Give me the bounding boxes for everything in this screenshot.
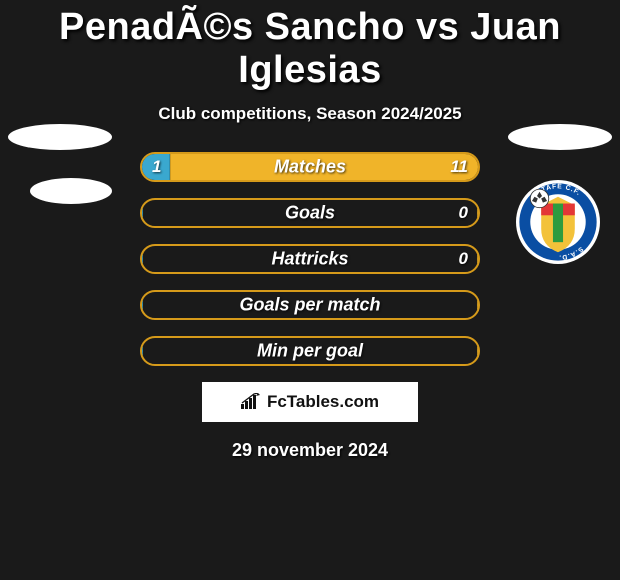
decorative-ellipse <box>8 124 112 150</box>
page-title: PenadÃ©s Sancho vs Juan Iglesias <box>0 6 620 92</box>
stat-fill-right <box>477 338 478 364</box>
stat-fill-left <box>142 154 170 180</box>
stat-label: Hattricks <box>142 249 478 270</box>
stat-value-right: 0 <box>459 203 468 223</box>
stat-fill-left <box>142 338 143 364</box>
stat-row-goals-per-match: Goals per match <box>140 290 480 320</box>
stat-row-matches: 1 Matches 11 <box>140 152 480 182</box>
subtitle: Club competitions, Season 2024/2025 <box>0 104 620 124</box>
decorative-ellipse <box>508 124 612 150</box>
stat-label: Min per goal <box>142 341 478 362</box>
stat-row-goals: Goals 0 <box>140 198 480 228</box>
stat-value-right: 0 <box>459 249 468 269</box>
stat-row-hattricks: Hattricks 0 <box>140 244 480 274</box>
stat-label: Goals per match <box>142 295 478 316</box>
stat-fill-right <box>477 246 478 272</box>
stat-fill-right <box>477 292 478 318</box>
brand-box: FcTables.com <box>202 382 418 422</box>
stat-row-min-per-goal: Min per goal <box>140 336 480 366</box>
bar-chart-icon <box>241 393 263 411</box>
club-badge: GETAFE C.F. S.A.D. <box>516 180 600 264</box>
stat-fill-right <box>477 200 478 226</box>
date-line: 29 november 2024 <box>0 440 620 461</box>
brand-text: FcTables.com <box>267 392 379 412</box>
decorative-ellipse <box>30 178 112 204</box>
club-badge-icon: GETAFE C.F. S.A.D. <box>516 180 600 264</box>
stat-label: Goals <box>142 203 478 224</box>
stat-fill-left <box>142 246 143 272</box>
stat-fill-left <box>142 292 143 318</box>
stat-fill-right <box>170 154 478 180</box>
stat-fill-left <box>142 200 143 226</box>
